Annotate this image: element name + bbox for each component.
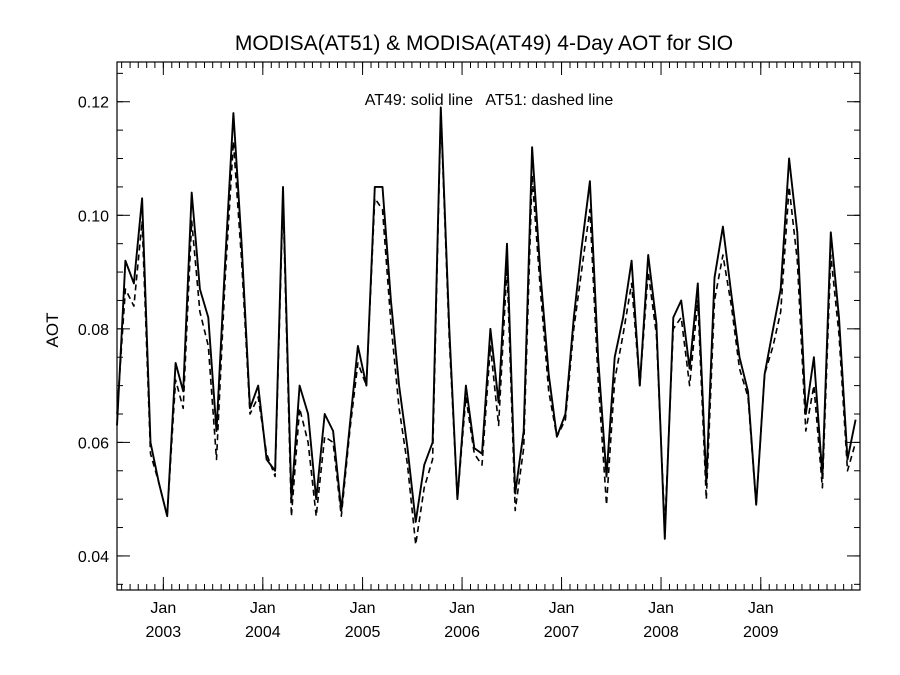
x-tick-year-label: 2009 — [743, 624, 779, 641]
plot-frame — [116, 61, 861, 591]
x-tick-year-label: 2007 — [544, 624, 580, 641]
series-line-at51 — [116, 112, 857, 546]
x-tick-month-label: Jan — [449, 600, 475, 617]
x-tick-month-label: Jan — [350, 600, 376, 617]
x-tick-year-label: 2008 — [643, 624, 679, 641]
x-tick-year-label: 2004 — [245, 624, 281, 641]
x-tick-year-label: 2003 — [146, 624, 182, 641]
x-tick-month-label: Jan — [150, 600, 176, 617]
chart-title: MODISA(AT51) & MODISA(AT49) 4-Day AOT fo… — [235, 32, 733, 55]
y-tick-label: 0.06 — [78, 435, 109, 452]
series-line-at49 — [116, 106, 857, 540]
y-tick-label: 0.08 — [78, 322, 109, 339]
x-tick-month-label: Jan — [250, 600, 276, 617]
legend-annotation: AT49: solid line AT51: dashed line — [365, 92, 614, 109]
x-tick-year-label: 2005 — [345, 624, 381, 641]
x-tick-year-label: 2006 — [444, 624, 480, 641]
axis-ticks: 0.04 0.06 0.08 0.10 0.12 Jan 2003 Jan 2004 Jan 200… — [78, 62, 860, 641]
x-tick-month-label: Jan — [748, 600, 774, 617]
x-tick-month-label: Jan — [648, 600, 674, 617]
y-tick-label: 0.10 — [78, 208, 109, 225]
y-tick-label: 0.04 — [78, 549, 109, 566]
y-axis-label: AOT — [43, 313, 62, 348]
series-lines — [116, 106, 857, 546]
y-tick-label: 0.12 — [78, 95, 109, 112]
x-tick-month-label: Jan — [549, 600, 575, 617]
